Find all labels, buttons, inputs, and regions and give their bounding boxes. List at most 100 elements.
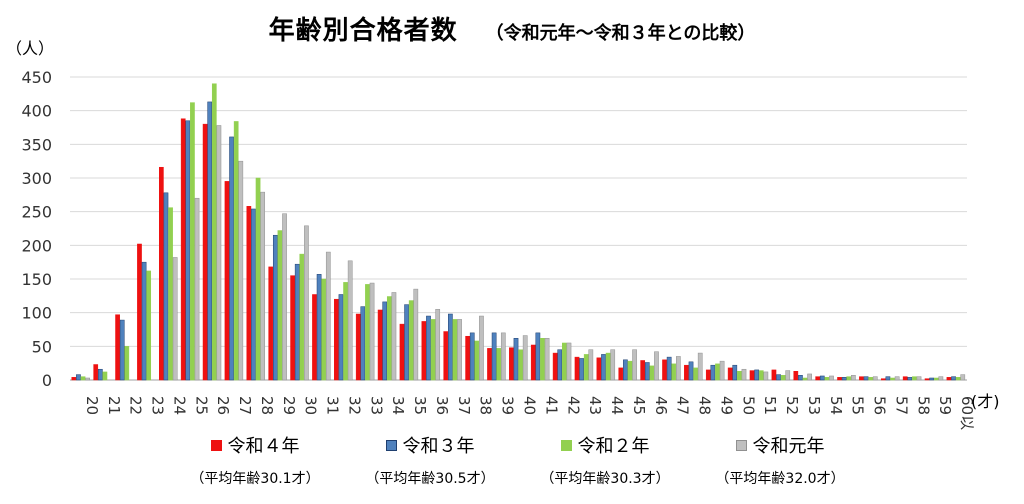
bar	[605, 352, 611, 381]
bar	[355, 313, 361, 381]
bar	[76, 374, 81, 381]
bar	[509, 347, 514, 381]
bar	[785, 370, 791, 381]
legend-item-r2: 令和２年 （平均年齢30.3才）	[520, 432, 690, 488]
bar	[448, 313, 453, 381]
bar	[137, 243, 142, 381]
bar	[224, 181, 230, 381]
legend-swatch-r4	[210, 440, 222, 451]
bar	[627, 360, 633, 381]
bar	[282, 213, 287, 381]
bar	[443, 331, 449, 381]
bar	[837, 377, 842, 381]
bar	[343, 282, 348, 381]
bar	[662, 359, 667, 381]
bar	[312, 294, 317, 381]
bar	[316, 274, 322, 381]
bar	[688, 361, 694, 381]
legend-item-r4: 令和４年 （平均年齢30.1才）	[170, 432, 340, 488]
bar	[207, 101, 213, 381]
bar	[430, 319, 436, 381]
bar	[907, 377, 913, 381]
legend-note-r2: （平均年齢30.3才）	[540, 471, 670, 487]
x-tick-label: 32	[345, 396, 363, 415]
bar	[912, 376, 917, 381]
bar	[413, 288, 419, 381]
x-tick-label: 38	[477, 396, 495, 415]
bar	[737, 371, 742, 381]
bar	[727, 367, 733, 381]
x-tick-label: 59	[936, 396, 954, 415]
x-tick-label: 44	[608, 396, 626, 415]
bar	[758, 370, 764, 381]
bar	[732, 364, 738, 381]
x-tick-label: 29	[280, 396, 298, 415]
bar	[408, 300, 414, 381]
bar	[496, 348, 502, 381]
bar	[829, 375, 834, 381]
chart-title: 年齢別合格者数	[268, 16, 458, 46]
chart-subtitle: （令和元年～令和３年との比較）	[485, 23, 756, 44]
bar	[487, 348, 492, 381]
bar	[933, 377, 939, 381]
bar	[421, 321, 427, 381]
bar	[260, 191, 266, 381]
bar	[211, 83, 217, 381]
x-axis-label: (才)	[971, 392, 1000, 411]
bar	[640, 360, 646, 381]
bar	[119, 319, 125, 381]
bar	[924, 378, 930, 381]
bar	[386, 296, 392, 381]
bar	[377, 309, 383, 381]
bar	[618, 367, 624, 381]
bar	[325, 251, 331, 381]
bar	[601, 354, 606, 381]
bar	[426, 315, 431, 381]
bar	[693, 367, 698, 381]
bar	[671, 363, 677, 381]
bar	[583, 354, 589, 381]
bar	[894, 376, 900, 381]
bar	[552, 352, 558, 381]
bar	[705, 369, 711, 381]
bar	[872, 376, 878, 381]
legend-label-r3: 令和３年	[402, 436, 475, 457]
y-tick-label: 100	[21, 304, 52, 323]
bar	[802, 377, 808, 381]
x-tick-label: 34	[389, 396, 407, 415]
bar	[859, 376, 864, 381]
bar	[851, 375, 856, 381]
bar	[684, 364, 689, 381]
bar	[360, 306, 366, 381]
bar	[102, 371, 108, 381]
x-tick-label: 20	[83, 396, 101, 415]
bar	[880, 378, 886, 381]
x-tick-label: 45	[630, 396, 648, 415]
y-tick-label: 50	[32, 337, 52, 356]
bar	[649, 365, 655, 381]
bar	[435, 309, 441, 381]
bar	[115, 314, 120, 381]
chart-title-block: 年齢別合格者数 （令和元年～令和３年との比較）	[0, 10, 1024, 47]
bar	[763, 371, 769, 381]
bar	[863, 376, 869, 381]
bar	[491, 332, 497, 381]
bar	[238, 160, 244, 381]
x-tick-labels: 20 21 22 23 24 25 26 27 28 29 30 31 32 33 34 35 36 37 38 39…	[83, 396, 976, 430]
bar	[562, 342, 567, 381]
bar	[776, 374, 781, 381]
bar	[452, 319, 458, 381]
legend-swatch-r1	[735, 440, 747, 451]
x-tick-label: 41	[542, 396, 560, 415]
bars	[71, 83, 966, 381]
bar	[457, 319, 462, 381]
bar	[80, 376, 86, 381]
bar	[294, 263, 300, 381]
bar	[846, 376, 852, 381]
bar	[544, 338, 550, 381]
legend-note-r3: （平均年齢30.5才）	[365, 471, 495, 487]
bar	[815, 376, 821, 381]
bar	[321, 278, 327, 381]
bar	[522, 335, 528, 381]
